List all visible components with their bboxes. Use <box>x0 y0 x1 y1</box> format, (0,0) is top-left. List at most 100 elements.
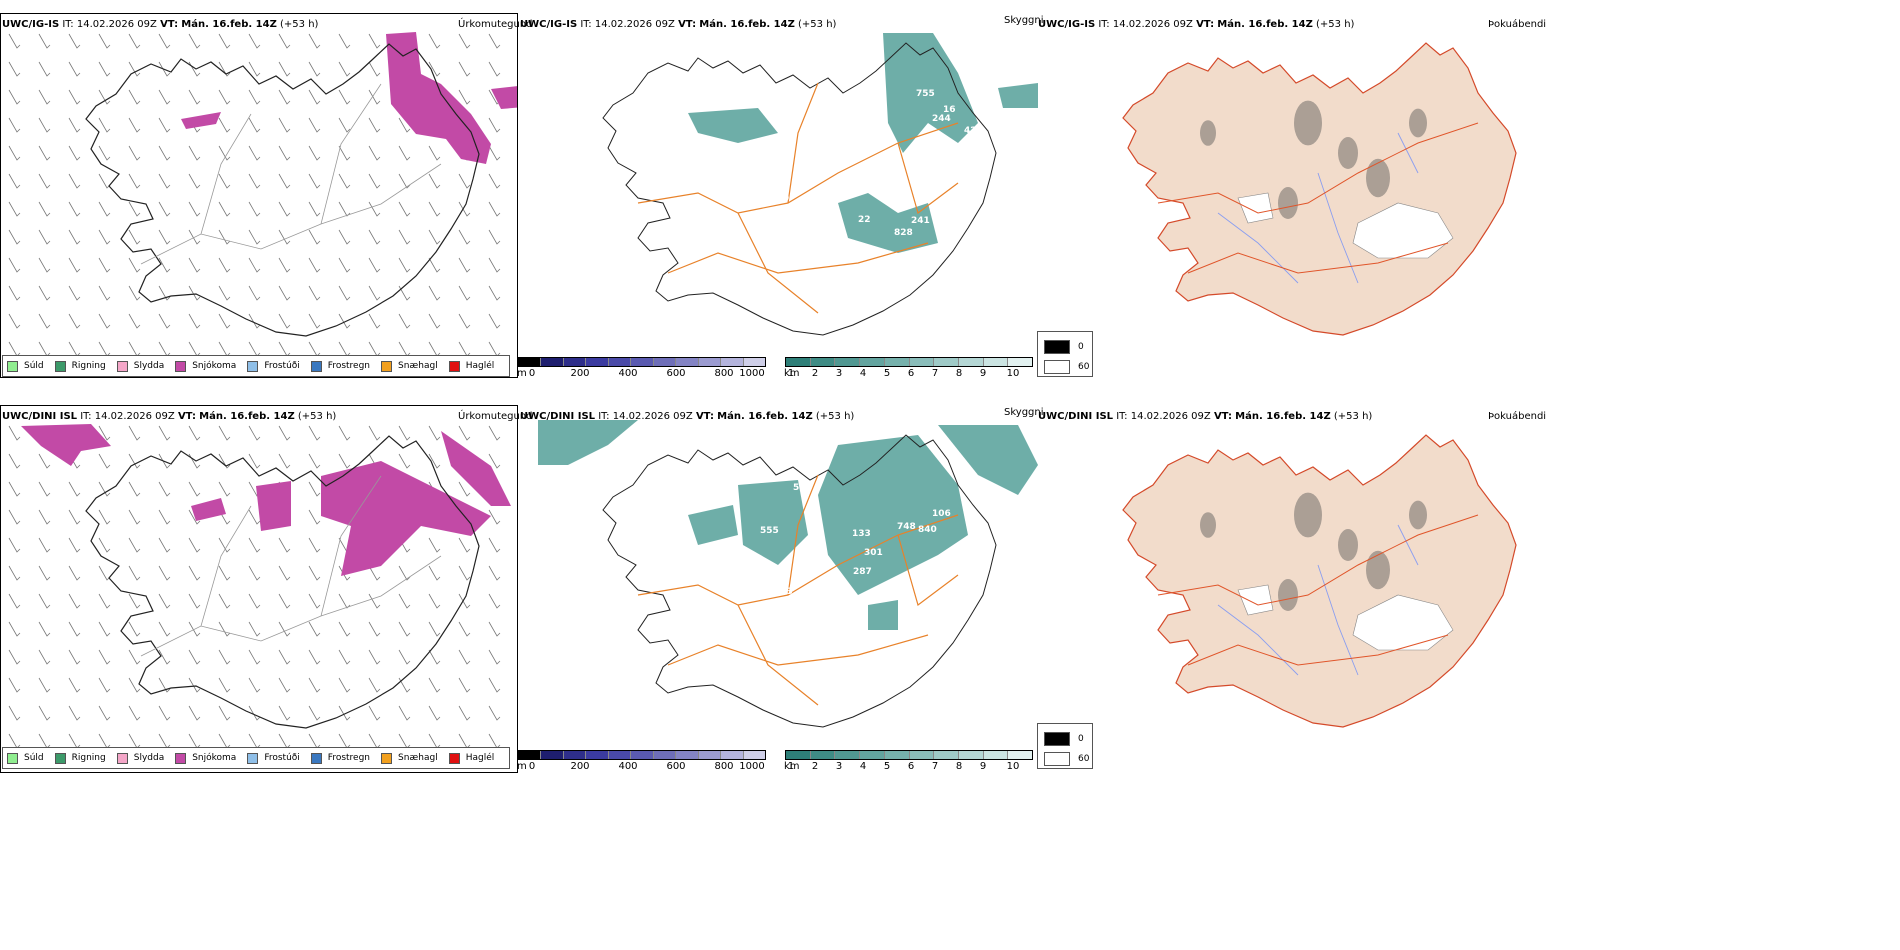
wind-barb <box>38 621 51 637</box>
colorbar-tick: 0 <box>528 761 536 772</box>
wind-barb <box>8 509 21 525</box>
wind-barb <box>218 173 231 189</box>
wind-barb <box>368 201 381 217</box>
fog-patch <box>1366 158 1390 198</box>
precip-type-map-top <box>0 13 518 378</box>
legend-item: Rigning <box>54 360 106 372</box>
wind-barb <box>338 61 351 77</box>
wind-barb <box>158 705 171 721</box>
colorbar-tick: 3 <box>835 368 843 379</box>
panel-title: Þokuábendi <box>1488 411 1547 422</box>
legend-item: Súld <box>7 752 44 764</box>
wind-barb <box>128 705 141 721</box>
wind-barb <box>38 481 51 497</box>
wind-barb <box>368 285 381 301</box>
wind-barb <box>218 117 231 133</box>
fog-patch <box>1294 100 1322 146</box>
colorbar-cell <box>884 751 910 759</box>
precip-type-map-bottom <box>0 405 518 773</box>
road-lines <box>1157 514 1479 666</box>
colorbar-cell <box>541 751 564 759</box>
colorbar-cell <box>541 358 564 366</box>
wind-barb <box>488 649 501 665</box>
snow-area <box>386 32 491 164</box>
wind-barb <box>488 61 501 77</box>
wind-barb <box>488 537 501 553</box>
wind-barb <box>458 341 471 357</box>
cloud-base-label: 545 <box>793 483 812 493</box>
wind-barb <box>68 201 81 217</box>
wind-barb <box>488 117 501 133</box>
wind-barb <box>68 593 81 609</box>
wind-barb <box>158 481 171 497</box>
wind-barb <box>8 481 21 497</box>
wind-barb <box>158 453 171 469</box>
legend-label: Snæhagl <box>398 753 438 763</box>
road-lines <box>1157 122 1479 274</box>
wind-barb <box>488 313 501 329</box>
wind-barb <box>8 285 21 301</box>
wind-barb <box>458 257 471 273</box>
colorbar-cell <box>884 358 910 366</box>
wind-barb <box>248 173 261 189</box>
wind-barb <box>338 257 351 273</box>
glacier-area <box>1352 594 1454 651</box>
colorbar-tick: 4 <box>859 761 867 772</box>
colorbar-cell <box>786 358 811 366</box>
fog-swatch <box>1044 752 1070 766</box>
wind-barb <box>278 537 291 553</box>
wind-barb <box>368 593 381 609</box>
wind-barb <box>98 733 111 749</box>
colorbar-cell <box>608 751 632 759</box>
wind-barb <box>488 145 501 161</box>
wind-barb <box>278 453 291 469</box>
wind-barb <box>368 313 381 329</box>
low-visibility-area <box>818 435 968 595</box>
wind-barb <box>278 425 291 441</box>
wind-barb <box>128 201 141 217</box>
wind-barb <box>158 649 171 665</box>
wind-barb <box>248 593 261 609</box>
wind-barb <box>368 677 381 693</box>
wind-barb <box>428 649 441 665</box>
wind-barb <box>68 565 81 581</box>
wind-barb <box>278 173 291 189</box>
colorbar-tick: 5 <box>883 368 891 379</box>
colorbar-cell <box>676 751 699 759</box>
wind-barb <box>458 173 471 189</box>
wind-barb <box>38 509 51 525</box>
low-visibility-area <box>838 193 938 253</box>
wind-barb <box>278 677 291 693</box>
wind-barb <box>38 593 51 609</box>
wind-barb <box>188 341 201 357</box>
wind-barb <box>398 565 411 581</box>
wind-barb <box>278 285 291 301</box>
wind-barb <box>98 509 111 525</box>
wind-barb <box>158 61 171 77</box>
colorbar-tick: 2 <box>811 761 819 772</box>
wind-barb <box>128 733 141 749</box>
wind-barb <box>218 425 231 441</box>
precip-map-svg <box>8 32 517 357</box>
colorbar-cell <box>721 358 744 366</box>
wind-barb <box>308 677 321 693</box>
colorbar-tick: 1 <box>787 368 795 379</box>
legend-swatch <box>310 752 322 764</box>
cloud-base-label: 555 <box>760 526 779 536</box>
wind-barb <box>188 33 201 49</box>
wind-barb <box>8 117 21 133</box>
wind-barb <box>8 173 21 189</box>
colorbar-unit: m <box>517 761 527 772</box>
wind-barb <box>128 481 141 497</box>
wind-barb <box>278 705 291 721</box>
wind-barb <box>428 33 441 49</box>
fog-value: 0 <box>1078 734 1084 744</box>
wind-barb <box>8 593 21 609</box>
wind-barb <box>248 565 261 581</box>
road-lines <box>140 475 442 657</box>
colorbar-tick: 1 <box>787 761 795 772</box>
colorbar-tick: 400 <box>618 761 638 772</box>
glacier-area <box>1352 202 1454 259</box>
wind-barb <box>248 621 261 637</box>
wind-barb <box>68 621 81 637</box>
